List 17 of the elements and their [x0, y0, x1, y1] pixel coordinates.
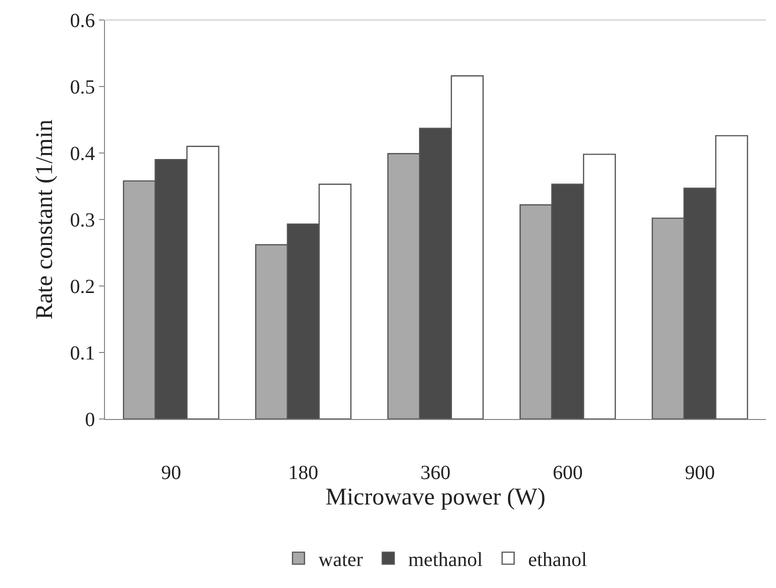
y-tick-label: 0: [85, 409, 95, 431]
y-tick-label: 0.6: [70, 10, 95, 32]
x-tick-label: 900: [684, 462, 715, 484]
y-tick-label: 0.1: [70, 342, 95, 364]
x-tick-label: 600: [552, 462, 583, 484]
y-tick-label: 0.3: [70, 210, 95, 232]
x-tick-label: 360: [420, 462, 450, 484]
legend-label: ethanol: [528, 549, 588, 571]
y-axis-title: Rate constant (1/min: [32, 120, 58, 320]
legend-label: methanol: [408, 549, 484, 571]
x-tick-label: 90: [161, 462, 182, 484]
x-tick-label: 180: [288, 462, 318, 484]
legend-label: water: [318, 549, 364, 571]
y-tick-label: 0.5: [70, 76, 95, 98]
x-axis-title: Microwave power (W): [326, 484, 546, 510]
y-tick-label: 0.2: [70, 276, 95, 298]
y-tick-label: 0.4: [70, 143, 95, 165]
